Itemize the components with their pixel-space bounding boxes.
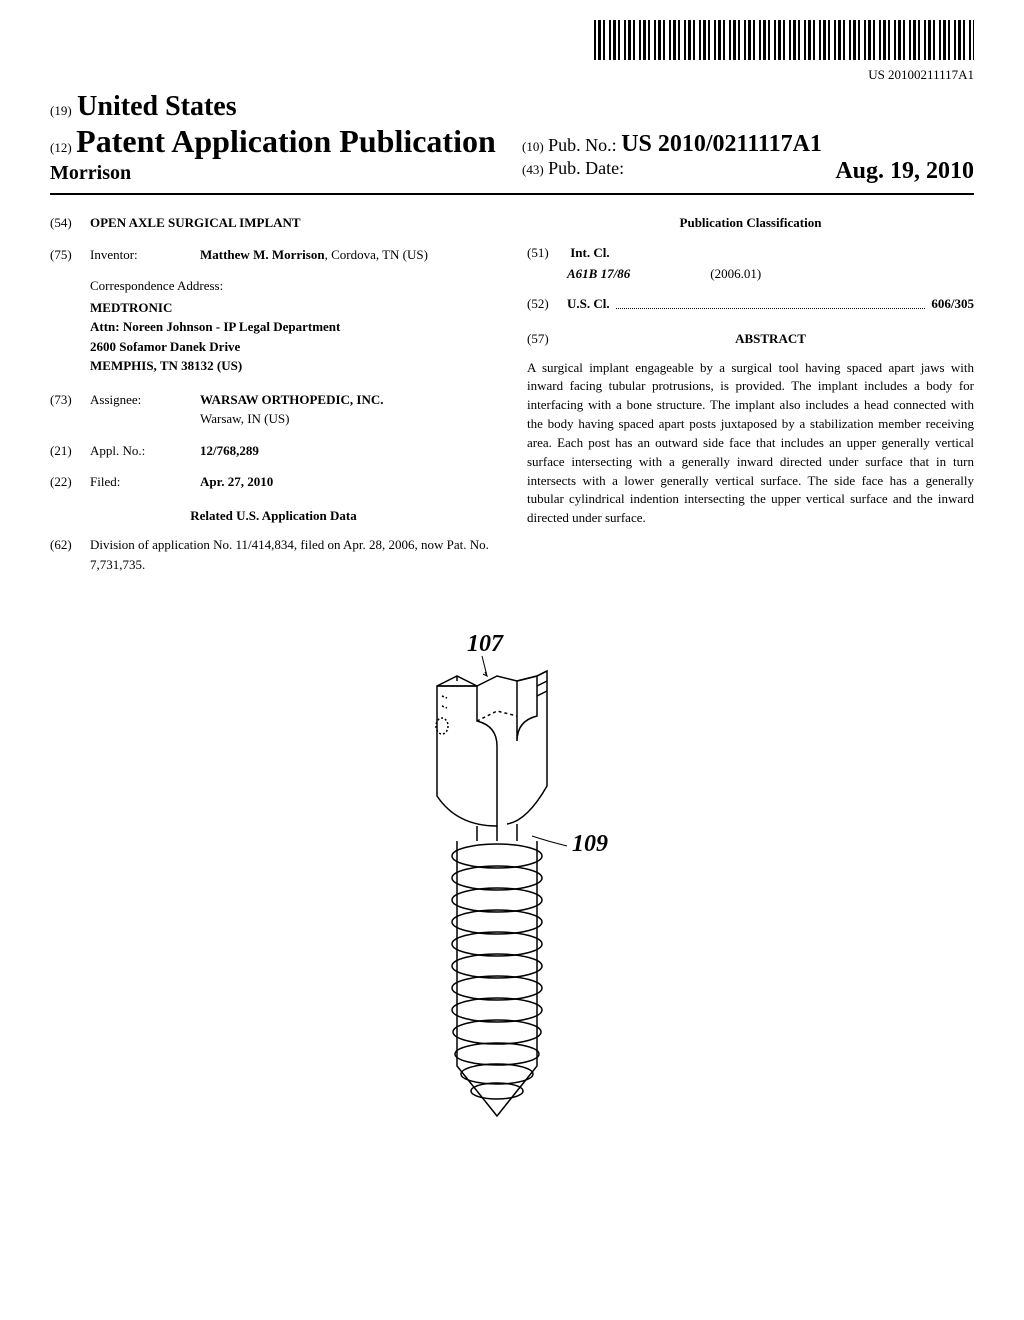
pub-type-code: (12) — [50, 140, 72, 155]
us-cl-value: 606/305 — [931, 294, 974, 314]
abstract-code: (57) — [527, 329, 567, 359]
pub-no-value: US 2010/0211117A1 — [621, 131, 822, 157]
pub-type: Patent Application Publication — [76, 123, 496, 159]
title-value: OPEN AXLE SURGICAL IMPLANT — [90, 213, 301, 233]
filed-code: (22) — [50, 472, 90, 492]
us-cl-row: (52) U.S. Cl. 606/305 — [527, 294, 974, 314]
country-code: (19) — [50, 103, 72, 118]
figure-label-109: 109 — [572, 831, 608, 857]
correspondence-line3: 2600 Sofamor Danek Drive — [90, 337, 497, 357]
barcode-number: US 20100211117A1 — [50, 67, 974, 83]
int-cl-row: (51) Int. Cl. A61B 17/86 (2006.01) — [527, 243, 974, 284]
assignee-row: (73) Assignee: WARSAW ORTHOPEDIC, INC. W… — [50, 390, 497, 429]
header-row: (19) United States (12) Patent Applicati… — [50, 91, 974, 185]
appl-no-row: (21) Appl. No.: 12/768,289 — [50, 441, 497, 461]
barcode-section: US 20100211117A1 — [50, 20, 974, 83]
content-columns: (54) OPEN AXLE SURGICAL IMPLANT (75) Inv… — [50, 213, 974, 586]
appl-no-number: 12/768,289 — [200, 443, 259, 458]
correspondence-line1: MEDTRONIC — [90, 298, 497, 318]
left-column: (54) OPEN AXLE SURGICAL IMPLANT (75) Inv… — [50, 213, 497, 586]
filed-row: (22) Filed: Apr. 27, 2010 — [50, 472, 497, 492]
int-cl-code-row: A61B 17/86 (2006.01) — [567, 264, 974, 284]
implant-head — [436, 671, 547, 841]
assignee-name: WARSAW ORTHOPEDIC, INC. — [200, 392, 384, 407]
pub-type-line: (12) Patent Application Publication — [50, 123, 502, 160]
country-name: United States — [77, 91, 236, 122]
pub-date-label: Pub. Date: — [548, 158, 624, 178]
figure-label-107: 107 — [467, 631, 504, 657]
right-column: Publication Classification (51) Int. Cl.… — [527, 213, 974, 586]
division-code: (62) — [50, 535, 90, 574]
pub-no-code: (10) — [522, 139, 544, 154]
header-right: (10) Pub. No.: US 2010/0211117A1 (43) Pu… — [502, 131, 974, 185]
filed-value: Apr. 27, 2010 — [200, 472, 497, 492]
header-left: (19) United States (12) Patent Applicati… — [50, 91, 502, 185]
pub-no-label: Pub. No.: — [548, 135, 617, 155]
appl-no-value: 12/768,289 — [200, 441, 497, 461]
int-cl-label: Int. Cl. — [570, 243, 609, 263]
header-divider — [50, 193, 974, 195]
division-text: Division of application No. 11/414,834, … — [90, 535, 497, 574]
us-cl-dots — [616, 294, 926, 310]
title-code: (54) — [50, 213, 90, 233]
pub-no-line: (10) Pub. No.: US 2010/0211117A1 — [522, 131, 974, 158]
pub-date-line: (43) Pub. Date: Aug. 19, 2010 — [522, 158, 974, 185]
int-cl-version: (2006.01) — [710, 264, 761, 284]
barcode-graphic — [594, 20, 974, 60]
inventor-name: Matthew M. Morrison — [200, 247, 325, 262]
leader-line-107 — [482, 656, 487, 676]
appl-no-code: (21) — [50, 441, 90, 461]
related-heading: Related U.S. Application Data — [50, 506, 497, 526]
appl-no-label: Appl. No.: — [90, 441, 200, 461]
country-line: (19) United States — [50, 91, 502, 123]
int-cl-class: A61B 17/86 — [567, 264, 707, 284]
inventor-label: Inventor: — [90, 245, 200, 265]
assignee-location: Warsaw, IN (US) — [200, 411, 289, 426]
inventor-value: Matthew M. Morrison, Cordova, TN (US) — [200, 245, 497, 265]
pub-date-value: Aug. 19, 2010 — [835, 158, 974, 185]
assignee-label: Assignee: — [90, 390, 200, 429]
inventor-location: , Cordova, TN (US) — [325, 247, 428, 262]
abstract-heading-row: (57) ABSTRACT — [527, 329, 974, 359]
abstract-text: A surgical implant engageable by a surgi… — [527, 359, 974, 529]
figure-container: 107 109 — [50, 626, 974, 1141]
correspondence-line4: MEMPHIS, TN 38132 (US) — [90, 356, 497, 376]
inventor-code: (75) — [50, 245, 90, 265]
inventor-row: (75) Inventor: Matthew M. Morrison, Cord… — [50, 245, 497, 265]
division-row: (62) Division of application No. 11/414,… — [50, 535, 497, 574]
correspondence-line2: Attn: Noreen Johnson - IP Legal Departme… — [90, 317, 497, 337]
us-cl-label: U.S. Cl. — [567, 294, 610, 314]
int-cl-code: (51) — [527, 243, 567, 263]
author-line: Morrison — [50, 162, 502, 185]
assignee-code: (73) — [50, 390, 90, 429]
implant-shaft — [452, 841, 542, 1116]
abstract-section: (57) ABSTRACT A surgical implant engagea… — [527, 329, 974, 528]
us-cl-code: (52) — [527, 294, 567, 314]
correspondence-block: Correspondence Address: MEDTRONIC Attn: … — [90, 276, 497, 376]
classification-heading: Publication Classification — [527, 213, 974, 233]
assignee-value: WARSAW ORTHOPEDIC, INC. Warsaw, IN (US) — [200, 390, 497, 429]
abstract-heading: ABSTRACT — [567, 329, 974, 349]
correspondence-label: Correspondence Address: — [90, 276, 497, 296]
filed-date: Apr. 27, 2010 — [200, 474, 273, 489]
pub-date-code: (43) — [522, 162, 544, 177]
title-row: (54) OPEN AXLE SURGICAL IMPLANT — [50, 213, 497, 233]
patent-figure: 107 109 — [347, 626, 677, 1136]
filed-label: Filed: — [90, 472, 200, 492]
